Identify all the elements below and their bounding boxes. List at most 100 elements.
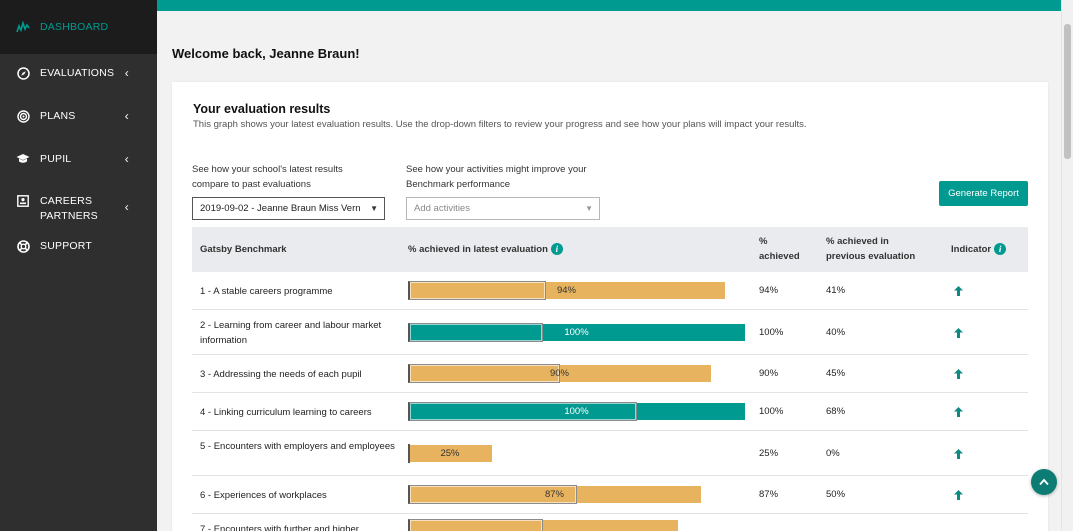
bar-label: 87% <box>544 489 564 500</box>
header-indicator: Indicator i <box>951 242 1007 257</box>
chevron-left-icon: ‹ <box>124 152 129 166</box>
top-bar <box>157 0 1061 11</box>
header-latest-label: % achieved in latest evaluation <box>408 244 548 255</box>
previous-marker <box>408 364 560 383</box>
up-arrow-icon <box>954 490 963 500</box>
latest-bar-fill <box>408 444 492 462</box>
achieved-value: 87% <box>759 489 779 500</box>
header-latest: % achieved in latest evaluation i <box>408 242 563 257</box>
table-row: 1 - A stable careers programme 94% 94% 41% <box>192 272 1028 310</box>
table-row: 7 - Encounters with further and higher <box>192 514 1028 531</box>
caret-down-icon: ▼ <box>585 204 593 213</box>
sidebar-item-label: PLANS <box>40 110 76 122</box>
previous-marker <box>408 519 543 531</box>
sidebar-item-label: CAREERS PARTNERS <box>40 195 98 222</box>
add-activities-select[interactable]: Add activities ▼ <box>406 197 600 220</box>
evaluation-select[interactable]: 2019-09-02 - Jeanne Braun Miss Vern ▼ <box>192 197 385 220</box>
achieved-value: 90% <box>759 368 779 379</box>
up-arrow-icon <box>954 327 963 338</box>
table-row: 2 - Learning from career and labour mark… <box>192 310 1028 355</box>
benchmark-name: 4 - Linking curriculum learning to caree… <box>200 407 372 418</box>
table-row: 4 - Linking curriculum learning to caree… <box>192 393 1028 431</box>
table-row: 3 - Addressing the needs of each pupil 90… <box>192 355 1028 393</box>
chevron-left-icon: ‹ <box>124 109 129 123</box>
sidebar-item-label: DASHBOARD <box>40 20 109 33</box>
page-scrollbar[interactable] <box>1061 0 1073 531</box>
table-row: 6 - Experiences of workplaces 87% 87% 50% <box>192 476 1028 514</box>
card-subtitle: This graph shows your latest evaluation … <box>193 119 807 130</box>
bar-label: 100% <box>564 406 589 417</box>
previous-value: 0% <box>826 447 840 459</box>
bar-label: 94% <box>556 285 576 296</box>
chart-icon <box>16 20 30 34</box>
evaluation-results-card: Your evaluation results This graph shows… <box>172 82 1048 531</box>
up-arrow-icon <box>954 369 963 379</box>
info-icon[interactable]: i <box>550 243 563 256</box>
latest-bar-fill <box>408 403 745 420</box>
benchmark-name: 5 - Encounters with employers and employ… <box>200 440 395 452</box>
compass-icon <box>16 66 30 80</box>
latest-bar-fill <box>408 323 745 341</box>
header-benchmark: Gatsby Benchmark <box>200 244 287 255</box>
scroll-to-top-button[interactable] <box>1031 469 1057 495</box>
bar-label: 25% <box>440 447 460 459</box>
benchmark-name: 7 - Encounters with further and higher <box>200 524 359 531</box>
benchmark-name: 3 - Addressing the needs of each pupil <box>200 369 362 380</box>
sidebar-item-label: PUPIL <box>40 153 72 165</box>
previous-value: 41% <box>826 285 846 296</box>
card-title: Your evaluation results <box>193 102 331 116</box>
header-achieved: % achieved <box>759 236 800 262</box>
lifebuoy-icon <box>16 239 30 253</box>
sidebar-item-label: EVALUATIONS <box>40 67 115 79</box>
previous-marker <box>408 281 546 300</box>
caret-down-icon: ▼ <box>370 204 378 213</box>
previous-marker <box>408 322 543 342</box>
sidebar-item-dashboard[interactable]: DASHBOARD <box>0 0 157 54</box>
graduation-cap-icon <box>16 152 30 166</box>
table-header: Gatsby Benchmark % achieved in latest ev… <box>192 227 1028 272</box>
previous-value: 40% <box>826 326 846 338</box>
previous-marker <box>408 402 637 421</box>
sidebar-item-evaluations[interactable]: EVALUATIONS ‹ <box>0 66 157 96</box>
info-icon[interactable]: i <box>994 243 1007 256</box>
up-arrow-icon <box>954 407 963 417</box>
bar-label: 100% <box>564 326 589 338</box>
table-row: 5 - Encounters with employers and employ… <box>192 431 1028 476</box>
previous-value: 45% <box>826 368 846 379</box>
sidebar-item-label: SUPPORT <box>40 240 92 252</box>
sidebar-item-careers-partners[interactable]: CAREERS PARTNERS ‹ <box>0 194 157 234</box>
achieved-value: 100% <box>759 406 784 417</box>
chevron-up-icon <box>1039 478 1049 486</box>
up-arrow-icon <box>954 286 963 296</box>
benchmark-name: 2 - Learning from career and labour mark… <box>200 319 382 346</box>
add-activities-placeholder: Add activities <box>414 203 470 214</box>
sidebar: DASHBOARD EVALUATIONS ‹ PLANS ‹ PUPIL ‹ … <box>0 0 157 531</box>
target-icon <box>16 109 30 123</box>
header-indicator-label: Indicator <box>951 244 992 255</box>
evaluation-select-value: 2019-09-02 - Jeanne Braun Miss Vern <box>200 203 361 214</box>
welcome-heading: Welcome back, Jeanne Braun! <box>172 46 360 61</box>
up-arrow-icon <box>954 448 963 459</box>
filter-label-activities: See how your activities might improve yo… <box>406 164 587 190</box>
benchmark-name: 6 - Experiences of workplaces <box>200 490 327 501</box>
header-previous: % achieved in previous evaluation <box>826 236 916 262</box>
generate-report-button[interactable]: Generate Report <box>939 181 1028 206</box>
previous-marker <box>408 443 410 463</box>
sidebar-item-pupil[interactable]: PUPIL ‹ <box>0 152 157 182</box>
scrollbar-thumb[interactable] <box>1064 24 1071 159</box>
sidebar-item-plans[interactable]: PLANS ‹ <box>0 109 157 139</box>
previous-marker <box>408 485 577 504</box>
previous-value: 68% <box>826 406 846 417</box>
benchmark-name: 1 - A stable careers programme <box>200 286 333 297</box>
latest-bar-fill <box>408 520 678 531</box>
latest-bar-fill <box>408 486 701 503</box>
sidebar-item-support[interactable]: SUPPORT <box>0 239 157 269</box>
address-card-icon <box>16 194 30 208</box>
bar-label: 90% <box>549 368 569 379</box>
benchmark-table: Gatsby Benchmark % achieved in latest ev… <box>192 227 1028 531</box>
latest-bar-fill <box>408 282 725 299</box>
achieved-value: 94% <box>759 285 779 296</box>
filter-label-evaluations: See how your school's latest results com… <box>192 164 343 190</box>
achieved-value: 100% <box>759 326 784 338</box>
previous-value: 50% <box>826 489 846 500</box>
